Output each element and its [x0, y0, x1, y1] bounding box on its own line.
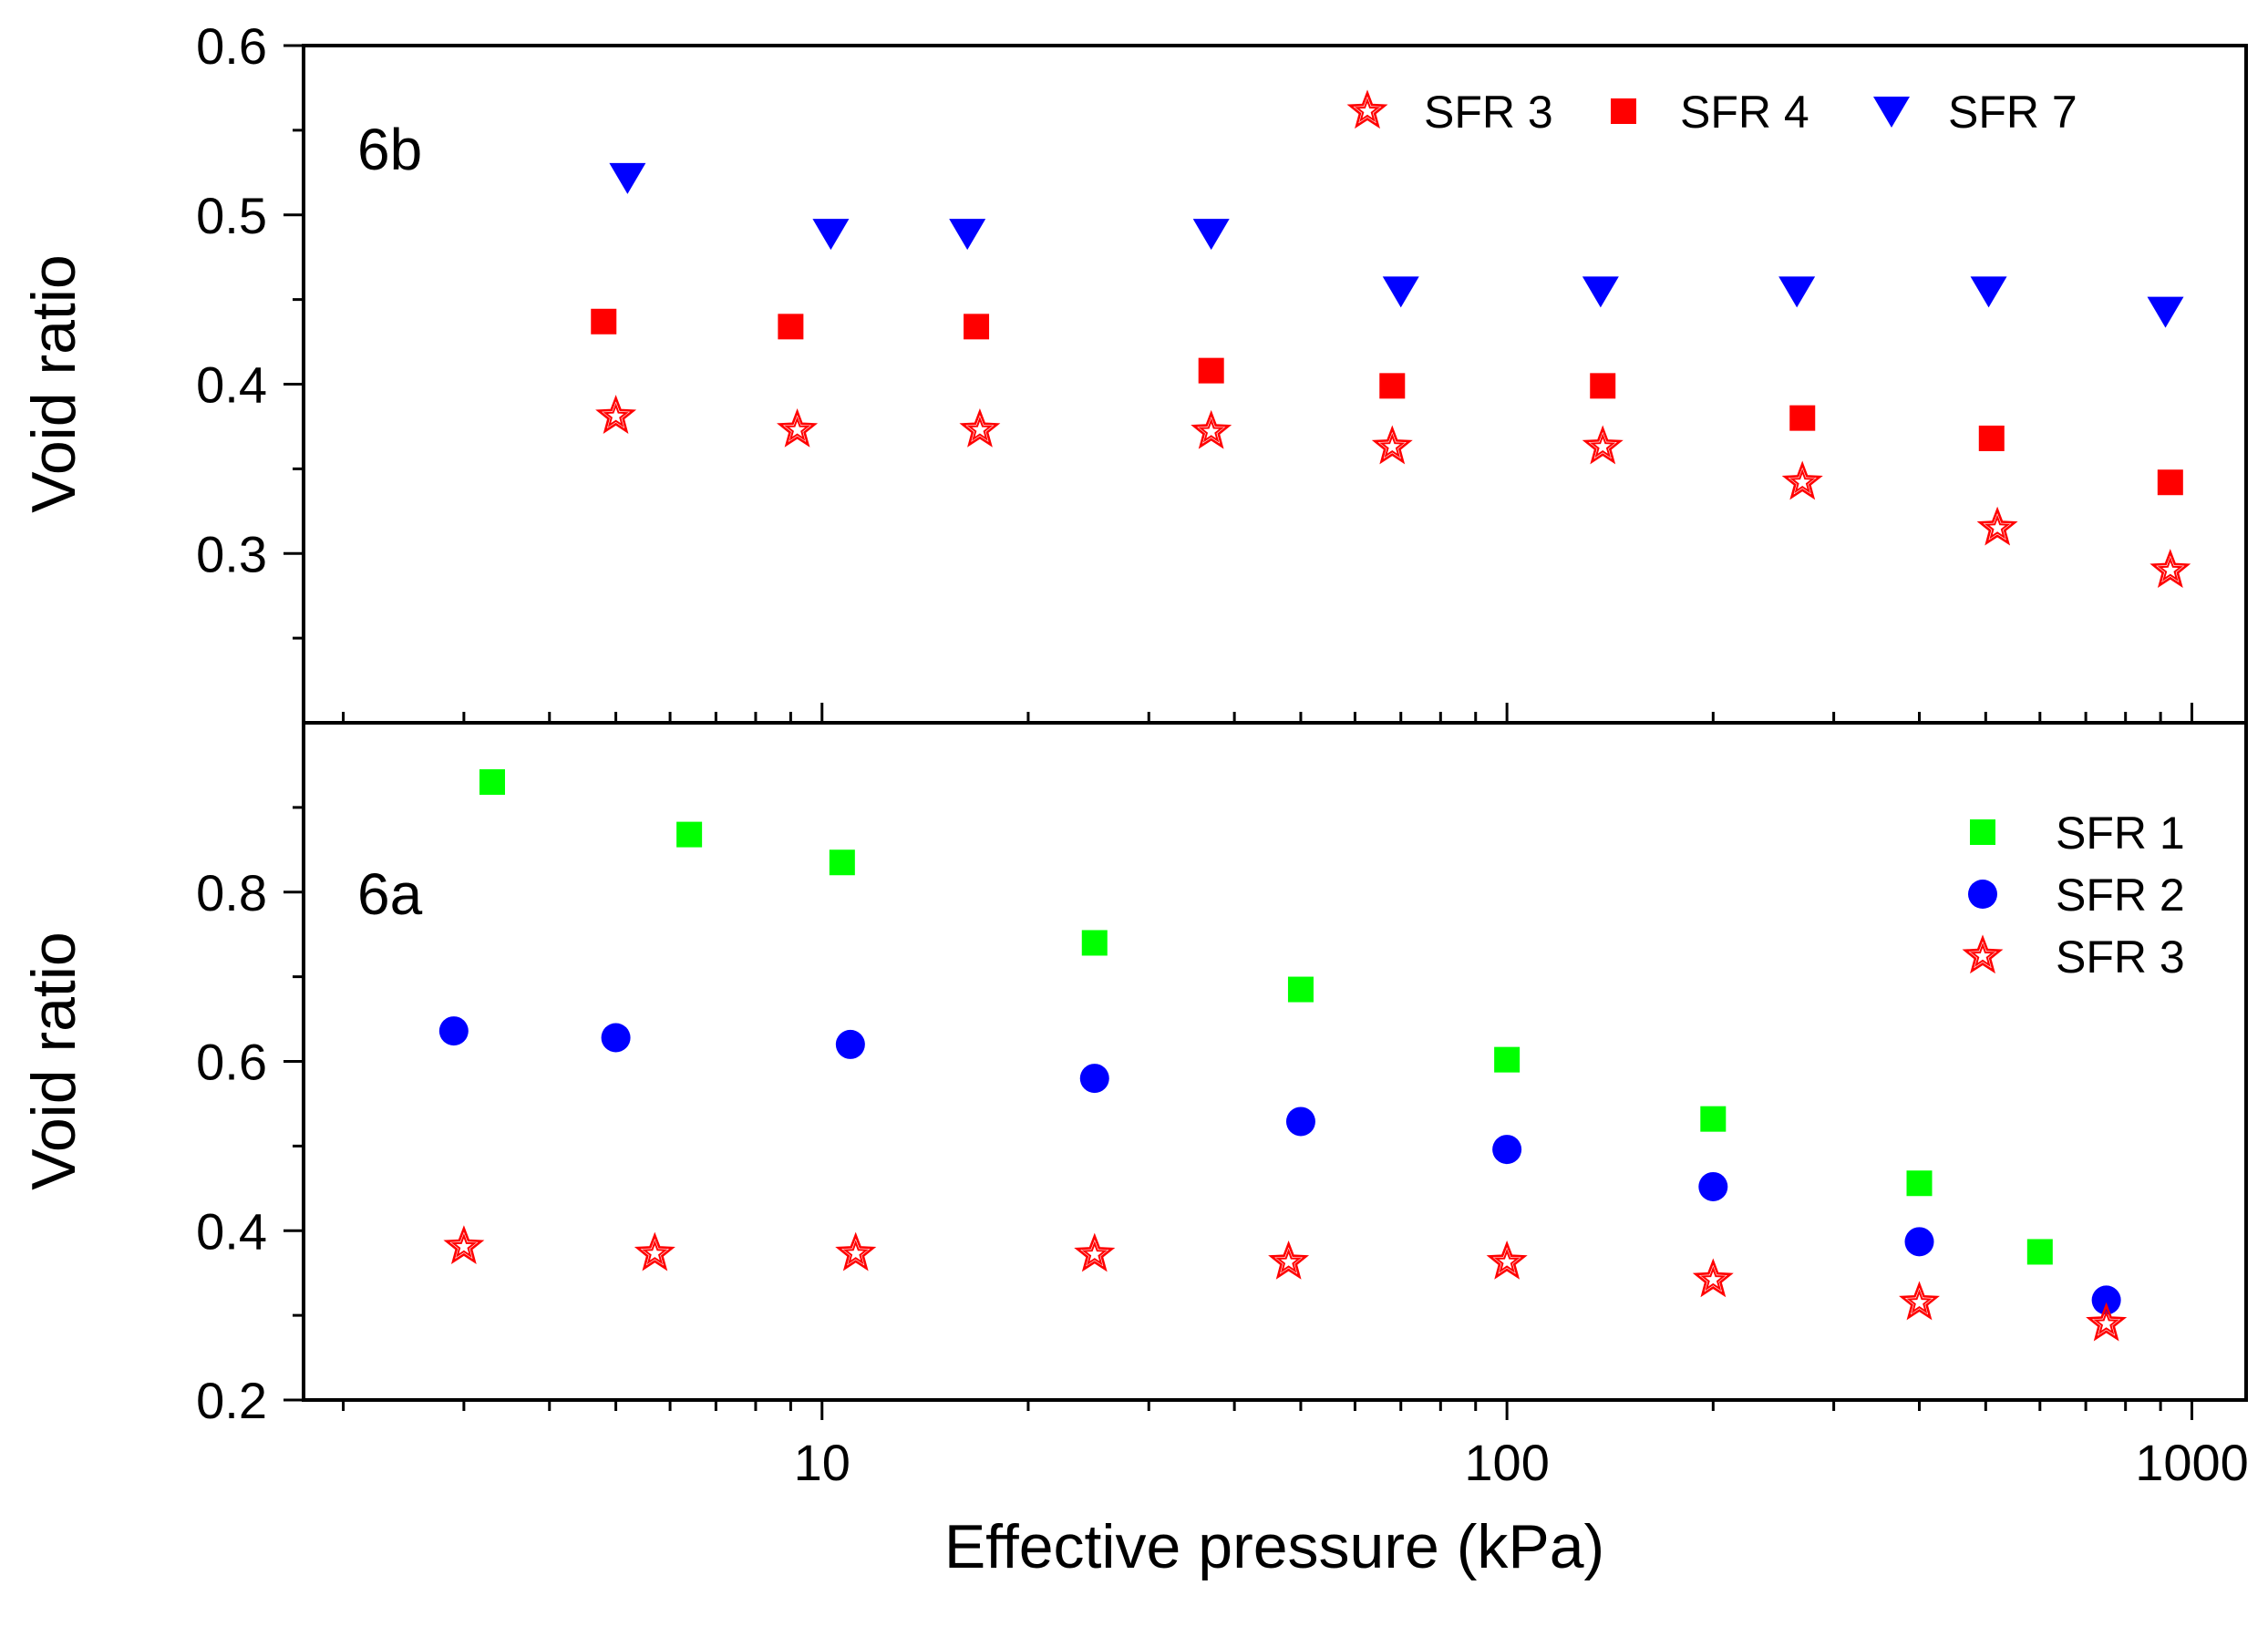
x-tick-label: 100 — [1464, 1434, 1549, 1491]
legend-label: SFR 7 — [1948, 87, 2077, 138]
legend-6a: SFR 1 SFR 2 SFR 3 — [1962, 808, 2185, 983]
data-point — [601, 1023, 631, 1053]
y-tick-label: 0.8 — [196, 864, 267, 921]
y-tick-label: 0.4 — [196, 356, 267, 414]
panel-label-6a: 6a — [357, 861, 423, 927]
y-tick-label: 0.4 — [196, 1202, 267, 1260]
data-point — [2091, 1285, 2121, 1315]
data-point — [1494, 1046, 1521, 1073]
plot-frame-6b — [302, 44, 2248, 725]
data-point — [1976, 506, 2018, 546]
data-point — [1698, 1171, 1728, 1201]
data-point — [1582, 276, 1619, 308]
data-point — [438, 1016, 469, 1046]
data-point — [949, 219, 986, 251]
data-point — [1486, 1240, 1528, 1280]
data-point — [1700, 1106, 1727, 1132]
y-axis-6a: 0.2 0.4 0.6 0.8 — [196, 806, 304, 1429]
data-point — [676, 821, 703, 848]
data-points-6a — [438, 769, 2128, 1342]
data-point — [778, 314, 804, 340]
data-point — [959, 408, 1001, 448]
legend-marker — [1346, 89, 1388, 129]
data-point — [829, 849, 855, 876]
legend-label: SFR 1 — [2056, 808, 2185, 859]
data-point — [1582, 425, 1624, 465]
data-point — [1789, 405, 1816, 431]
data-point — [1074, 1232, 1116, 1272]
data-point — [777, 408, 819, 448]
data-point — [443, 1225, 485, 1265]
data-point — [591, 308, 617, 335]
data-point — [1198, 357, 1224, 384]
y-tick-label: 0.3 — [196, 525, 267, 582]
data-point — [1079, 1064, 1109, 1094]
data-point — [1899, 1281, 1940, 1321]
x-axis-label: Effective pressure (kPa) — [944, 1512, 1604, 1581]
data-point — [2157, 469, 2183, 496]
y-tick-label: 0.6 — [196, 17, 267, 75]
plot-frame-6a — [302, 721, 2248, 1402]
panel-6a: 6a Void ratio Effective pressure (kPa) 0… — [19, 721, 2249, 1581]
data-points-6b — [591, 162, 2191, 588]
data-point — [1781, 460, 1823, 500]
data-point — [1287, 976, 1314, 1003]
x-tick-label: 1000 — [2135, 1434, 2249, 1491]
x-tick-label: 10 — [794, 1434, 850, 1491]
legend-6b: SFR 3 SFR 4 SFR 7 — [1346, 87, 2077, 138]
panel-label-6b: 6b — [357, 117, 422, 182]
data-point — [634, 1231, 675, 1271]
legend-marker — [1873, 97, 1910, 128]
data-point — [835, 1231, 877, 1271]
data-point — [479, 769, 505, 796]
y-axis-6b: 0.3 0.4 0.5 0.6 — [196, 17, 304, 640]
y-tick-label: 0.5 — [196, 187, 267, 244]
legend-marker — [1962, 934, 2004, 974]
legend-marker — [1611, 98, 1636, 124]
y-axis-label-6b: Void ratio — [19, 254, 88, 513]
data-point — [812, 219, 850, 251]
data-point — [1970, 276, 2007, 308]
data-point — [1371, 425, 1413, 465]
data-point — [1492, 1135, 1522, 1165]
panel-6b: 6b Void ratio 0.30.40.50.6 SFR 3 SFR 4 SFR… — [19, 17, 2248, 725]
legend-marker — [1970, 819, 1995, 845]
data-point — [2086, 1302, 2128, 1342]
data-point — [1382, 276, 1419, 308]
data-point — [964, 314, 990, 340]
data-point — [1192, 219, 1230, 251]
y-tick-label: 0.2 — [196, 1372, 267, 1429]
data-point — [1904, 1227, 1934, 1257]
legend-marker — [1968, 880, 1997, 909]
x-axis-6b — [342, 703, 2194, 723]
y-tick-label: 0.6 — [196, 1034, 267, 1091]
data-point — [609, 162, 646, 194]
data-point — [1590, 373, 1616, 399]
data-point — [1692, 1258, 1734, 1298]
legend-label: SFR 2 — [2056, 870, 2185, 921]
y-axis-label-6a: Void ratio — [19, 932, 88, 1190]
legend-label: SFR 3 — [2056, 932, 2185, 983]
data-point — [2149, 549, 2191, 588]
data-point — [1285, 1107, 1315, 1137]
data-point — [1191, 409, 1232, 449]
x-axis-6a: 10 100 1000 — [342, 1400, 2249, 1491]
legend-label: SFR 3 — [1424, 87, 1553, 138]
data-point — [1081, 930, 1108, 956]
data-point — [1379, 373, 1406, 399]
data-point — [595, 395, 637, 434]
data-point — [1778, 276, 1816, 308]
data-point — [2026, 1239, 2053, 1265]
legend-label: SFR 4 — [1680, 87, 1809, 138]
data-point — [835, 1029, 865, 1059]
data-point — [1906, 1170, 1933, 1197]
data-point — [2147, 296, 2184, 328]
data-point — [1978, 425, 2005, 451]
data-point — [1268, 1240, 1310, 1280]
